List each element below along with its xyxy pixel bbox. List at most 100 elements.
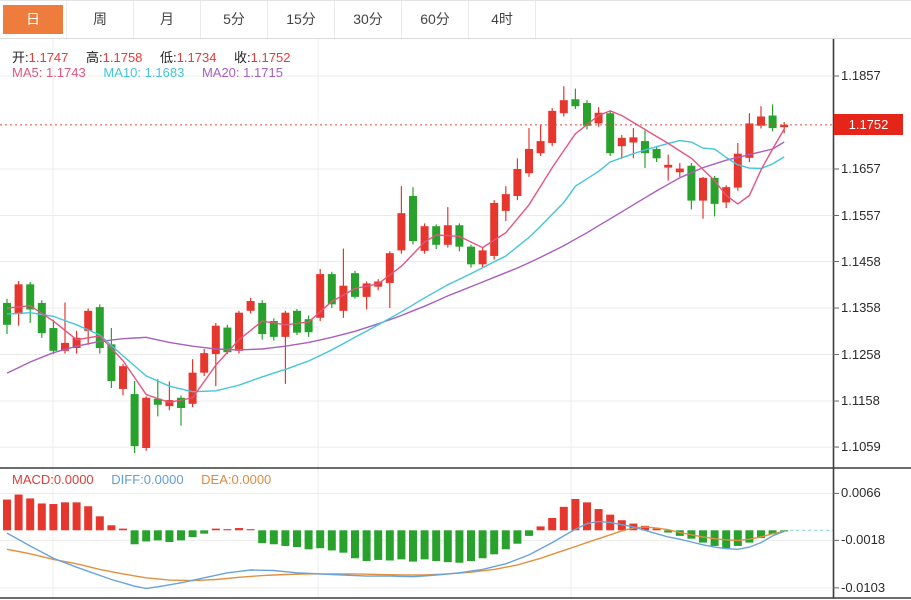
macd-bar	[211, 528, 220, 531]
tab-60min[interactable]: 60分	[402, 1, 469, 38]
price-tick-label: 1.1657	[841, 161, 881, 176]
candle-body	[95, 307, 104, 349]
macd-bar	[119, 528, 127, 531]
candle-body	[316, 274, 325, 318]
candle-body	[200, 353, 209, 373]
macd-bar	[745, 530, 754, 543]
macd-bar	[513, 530, 522, 544]
candle-body	[107, 344, 116, 382]
macd-bar	[37, 503, 46, 531]
macd-bar	[3, 499, 11, 531]
tab-5min[interactable]: 5分	[201, 1, 268, 38]
candle-body	[177, 397, 185, 409]
macd-bar	[72, 502, 81, 531]
candle-body	[606, 113, 615, 154]
macd-bar	[420, 530, 429, 560]
candle-body	[223, 327, 232, 353]
candle-body	[420, 226, 429, 251]
macd-bar	[49, 504, 58, 531]
macd-bar	[235, 528, 243, 531]
macd-bar	[200, 530, 209, 534]
macd-bar	[455, 530, 464, 563]
candle-body	[699, 177, 707, 201]
macd-bar	[246, 529, 255, 531]
candle-body	[142, 397, 151, 448]
candle-body	[385, 253, 394, 283]
macd-bar	[780, 530, 789, 532]
macd-bar	[95, 516, 104, 531]
price-tick-label: 1.1358	[841, 300, 881, 316]
candle-body	[733, 153, 742, 188]
ma20-line	[6, 141, 785, 374]
candles-layer	[3, 86, 789, 454]
candle-body	[153, 398, 162, 405]
candle-body	[235, 312, 243, 351]
macd-bar	[130, 530, 139, 545]
macd-bar	[443, 530, 452, 563]
candle-body	[304, 319, 313, 333]
candle-body	[536, 141, 545, 154]
candle-body	[293, 310, 301, 333]
candle-body	[362, 283, 371, 297]
macd-bar	[478, 530, 487, 559]
macd-bar	[14, 494, 23, 531]
candle-body	[780, 124, 789, 128]
candle-body	[583, 102, 591, 126]
macd-bar	[432, 530, 441, 562]
macd-bar	[664, 530, 673, 533]
candle-body	[130, 394, 139, 447]
tab-month[interactable]: 月	[134, 1, 201, 38]
macd-tick-label: -0.0018	[841, 532, 886, 548]
ma-lines-layer	[6, 110, 785, 404]
macd-bar	[652, 528, 661, 531]
tab-30min[interactable]: 30分	[335, 1, 402, 38]
candle-body	[211, 325, 220, 355]
candle-body	[351, 273, 359, 297]
macd-bar	[583, 502, 591, 531]
macd-bar	[304, 530, 313, 550]
macd-bar	[339, 530, 348, 553]
dea-value-legend: DEA:0.0000	[201, 472, 272, 487]
grid-layer	[0, 39, 833, 598]
candle-body	[641, 141, 649, 154]
candle-body	[49, 328, 58, 351]
macd-tick-label: 0.0066	[841, 485, 881, 501]
diff-value-legend: DIFF:0.0000	[111, 472, 184, 487]
macd-bar	[26, 498, 35, 531]
diff-line	[6, 520, 785, 590]
ohlc-legend: 开:1.1747 高:1.1758 低:1.1734 收:1.1752	[12, 47, 304, 66]
candle-body	[525, 149, 533, 174]
tab-15min[interactable]: 15分	[268, 1, 335, 38]
macd-bar	[757, 530, 765, 539]
candle-body	[594, 112, 603, 124]
macd-bar	[61, 502, 69, 531]
macd-bar	[501, 530, 510, 550]
candle-body	[409, 195, 417, 242]
candle-body	[687, 165, 696, 201]
macd-bar	[768, 530, 777, 535]
macd-bar	[559, 506, 568, 531]
candle-body	[652, 149, 661, 159]
macd-bar	[594, 509, 603, 531]
price-tick-label: 1.1557	[841, 207, 881, 223]
price-tick-label: 1.1059	[841, 439, 881, 455]
candle-body	[246, 301, 255, 311]
macd-bar	[223, 529, 232, 531]
macd-bar	[467, 530, 475, 562]
tab-day[interactable]: 日	[0, 1, 67, 38]
candle-body	[745, 123, 754, 158]
tab-4hour[interactable]: 4时	[469, 1, 536, 38]
candle-body	[559, 100, 568, 114]
candle-body	[339, 285, 348, 311]
candle-body	[327, 274, 336, 305]
macd-bar	[269, 530, 278, 545]
tab-week[interactable]: 周	[67, 1, 134, 38]
candle-body	[513, 169, 522, 196]
macd-value-legend: MACD:0.0000	[12, 472, 94, 487]
candle-body	[617, 137, 626, 147]
macd-bar	[362, 530, 371, 562]
macd-bar	[327, 530, 336, 551]
candle-body	[14, 284, 23, 315]
